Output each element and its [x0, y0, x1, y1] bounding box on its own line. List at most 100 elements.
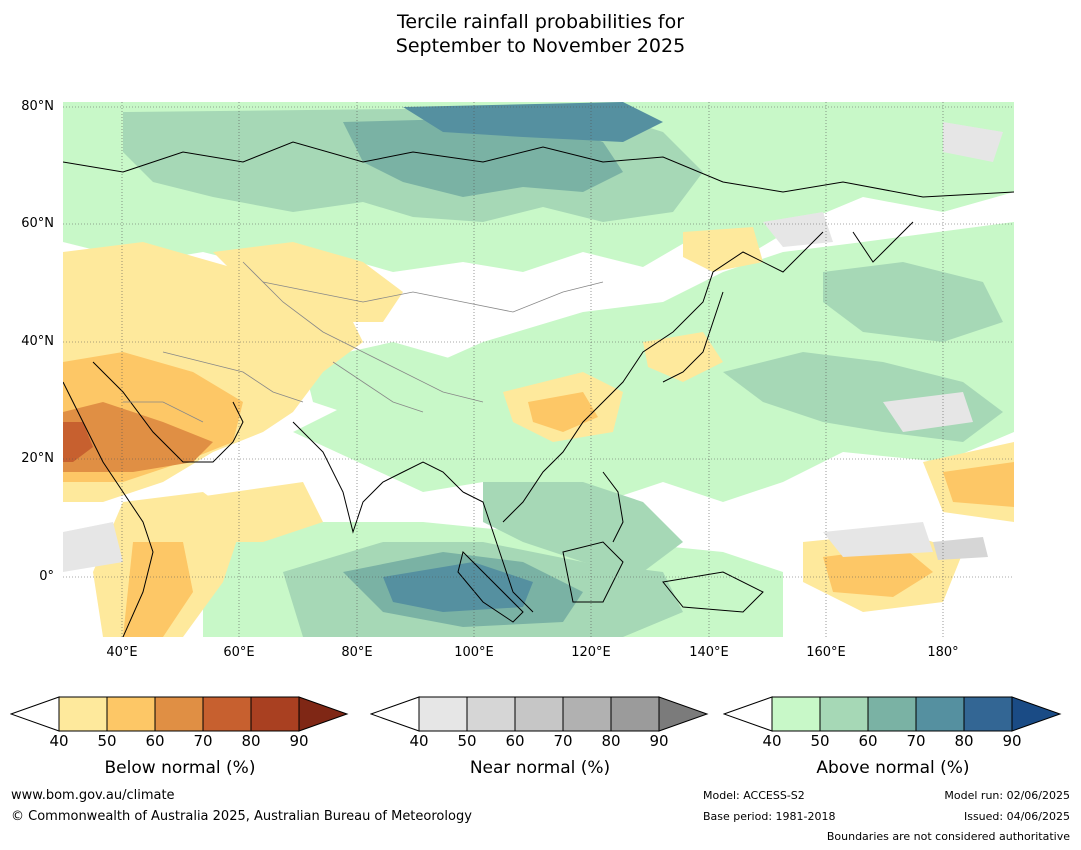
copyright-text: © Commonwealth of Australia 2025, Austra… [11, 809, 472, 824]
coast-africa [63, 381, 154, 637]
near-normal-colorbar [370, 696, 709, 732]
border-2 [262, 281, 604, 313]
below-tick-60: 60 [145, 732, 165, 750]
near-normal-regions [63, 122, 1003, 572]
lon-label-60e: 60°E [223, 645, 255, 660]
lat-label-60n: 60°N [21, 216, 54, 231]
near-gt90-swatch [658, 696, 709, 732]
border-5 [332, 361, 424, 413]
above-tick-40: 40 [762, 732, 782, 750]
below-normal-regions [63, 227, 1014, 637]
grey-patch-1 [943, 122, 1003, 162]
coast-india [292, 421, 464, 534]
coast-japan [662, 291, 724, 383]
above-tick-60: 60 [858, 732, 878, 750]
below-40-50-swatch [58, 696, 108, 732]
country-borders [123, 261, 604, 423]
near-50-60-swatch [466, 696, 516, 732]
above-normal-label: Above normal (%) [816, 758, 970, 778]
above-60-70-swatch [867, 696, 917, 732]
maritime-teal [483, 482, 683, 572]
japan-yellow [643, 332, 723, 382]
lon-label-140e: 140°E [689, 645, 729, 660]
lon-label-180: 180° [927, 645, 959, 660]
coast-philippines [602, 471, 624, 543]
above-tick-50: 50 [810, 732, 830, 750]
n-pacific-teal [823, 262, 1003, 342]
near-tick-50: 50 [457, 732, 477, 750]
arabia-red [63, 422, 93, 462]
coast-indochina [462, 491, 534, 613]
lat-label-80n: 80°N [21, 99, 54, 114]
above-70-80-swatch [915, 696, 965, 732]
model-run-text: Model run: 02/06/2025 [944, 789, 1070, 802]
indian-ocean-darkblue [383, 562, 533, 612]
central-asia-green [303, 342, 463, 422]
china-orange [528, 392, 598, 432]
coast-kamchatka [852, 221, 914, 263]
below-70-80-swatch [202, 696, 252, 732]
grey-patch-6 [933, 537, 988, 560]
lat-label-40n: 40°N [21, 334, 54, 349]
grey-patch-4 [883, 392, 973, 432]
grey-patch-2 [763, 212, 833, 247]
grey-patch-5 [63, 522, 123, 572]
near-70-80-swatch [562, 696, 612, 732]
near-60-70-swatch [514, 696, 564, 732]
coast-arabia [92, 361, 244, 463]
below-tick-80: 80 [241, 732, 261, 750]
grey-patch-3 [823, 522, 933, 557]
below-gt90-swatch [298, 696, 349, 732]
near-tick-60: 60 [505, 732, 525, 750]
near-40-50-swatch [418, 696, 468, 732]
coast-east-asia [502, 231, 824, 523]
lat-label-0: 0° [39, 569, 54, 584]
base-period-text: Base period: 1981-2018 [703, 810, 836, 823]
border-4 [123, 401, 204, 423]
above-40-50-swatch [771, 696, 821, 732]
mongolia-yellow [683, 227, 763, 272]
below-tick-50: 50 [97, 732, 117, 750]
above-80-90-swatch [963, 696, 1013, 732]
near-tick-40: 40 [409, 732, 429, 750]
gridlines [63, 102, 1014, 637]
map-title-line-2: September to November 2025 [395, 35, 686, 57]
website-link[interactable]: www.bom.gov.au/climate [11, 788, 175, 803]
coast-sumatra [457, 551, 524, 623]
model-text: Model: ACCESS-S2 [703, 789, 805, 802]
near-80-90-swatch [610, 696, 660, 732]
near-lt40-swatch [370, 696, 420, 732]
below-50-60-swatch [106, 696, 156, 732]
central-asia-yellow [213, 242, 403, 322]
arctic-darkblue [403, 102, 663, 142]
below-60-70-swatch [154, 696, 204, 732]
near-tick-80: 80 [601, 732, 621, 750]
above-tick-80: 80 [954, 732, 974, 750]
near-tick-90: 90 [649, 732, 669, 750]
above-gt90-swatch [1011, 696, 1062, 732]
coast-new-guinea [662, 571, 764, 613]
border-3 [162, 351, 304, 403]
ne-africa-yellow [163, 482, 323, 542]
equatorial-pacific-orange [823, 547, 933, 597]
lon-label-80e: 80°E [341, 645, 373, 660]
near-tick-70: 70 [553, 732, 573, 750]
above-normal-colorbar [723, 696, 1062, 732]
above-lt40-swatch [723, 696, 773, 732]
east-africa-orange [123, 542, 193, 637]
lat-label-20n: 20°N [21, 451, 54, 466]
above-50-60-swatch [819, 696, 869, 732]
probability-map [63, 102, 1014, 637]
lon-label-160e: 160°E [806, 645, 846, 660]
below-tick-70: 70 [193, 732, 213, 750]
above-tick-90: 90 [1002, 732, 1022, 750]
issued-text: Issued: 04/06/2025 [963, 810, 1070, 823]
above-tick-70: 70 [906, 732, 926, 750]
below-80-90-swatch [250, 696, 300, 732]
below-tick-90: 90 [289, 732, 309, 750]
below-tick-40: 40 [49, 732, 69, 750]
below-normal-label: Below normal (%) [104, 758, 256, 778]
lon-label-40e: 40°E [106, 645, 138, 660]
boundaries-note: Boundaries are not considered authoritat… [826, 830, 1070, 843]
near-normal-label: Near normal (%) [469, 758, 611, 778]
